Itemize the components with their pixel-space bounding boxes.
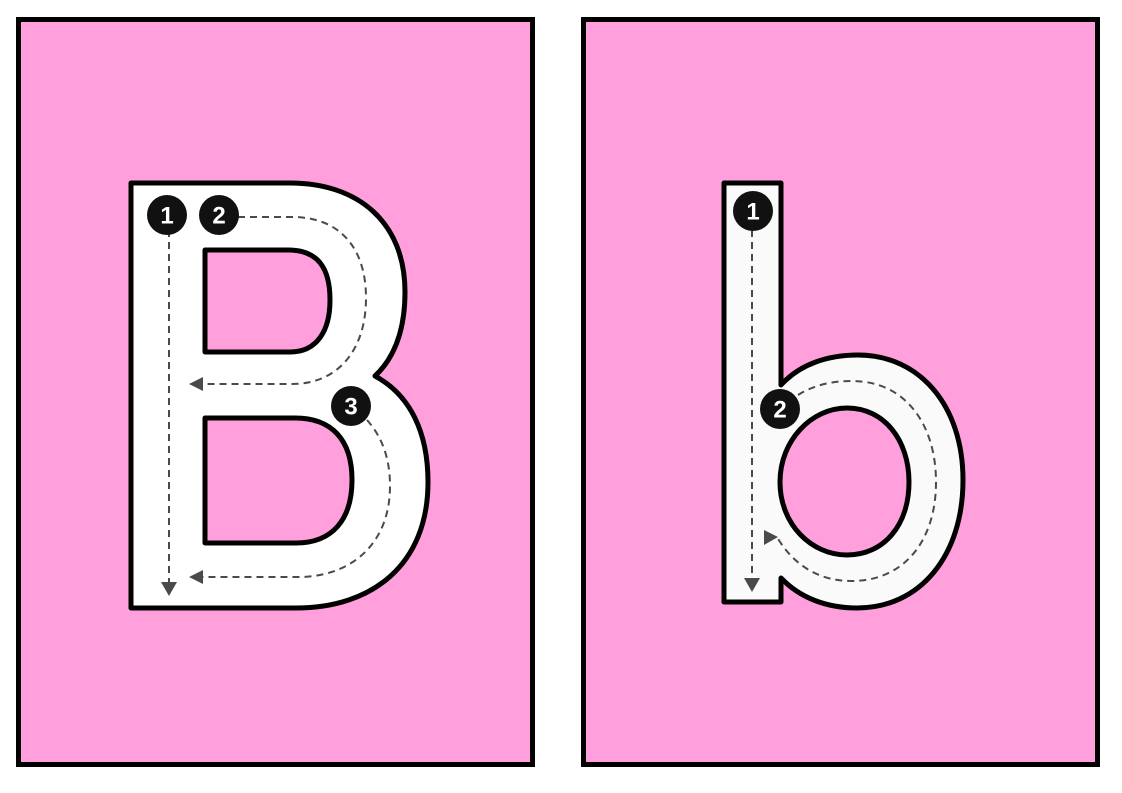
step-badge-number: 2 (212, 203, 225, 230)
lowercase-b-letter (721, 180, 966, 611)
stroke-2-guide (203, 216, 368, 385)
stroke-2-arrow (764, 530, 778, 545)
step-badge-number: 2 (773, 397, 786, 424)
step-badge: 2 (760, 389, 800, 429)
stroke-3-arrow (189, 570, 203, 584)
uppercase-b-guides (161, 216, 392, 596)
step-badge-number: 1 (160, 203, 173, 230)
step-badge: 1 (147, 195, 187, 235)
step-badge: 3 (331, 386, 371, 426)
stroke-2-guide (776, 379, 938, 583)
stroke-1-arrow (744, 578, 760, 592)
step-badge-number: 1 (746, 199, 759, 226)
lowercase-b-step-badges: 1 2 (733, 191, 800, 429)
lowercase-b-outline (721, 180, 966, 611)
step-badge: 2 (199, 195, 239, 235)
uppercase-b-outline (128, 180, 431, 611)
stroke-3-guide (203, 419, 392, 578)
step-badge-number: 3 (344, 394, 357, 421)
uppercase-b-letter (128, 180, 431, 611)
step-badge: 1 (733, 191, 773, 231)
stroke-2-arrow (189, 377, 203, 391)
uppercase-b-step-badges: 1 2 3 (147, 195, 371, 426)
lowercase-b-guides (744, 230, 938, 592)
stroke-1-arrow (161, 582, 177, 596)
